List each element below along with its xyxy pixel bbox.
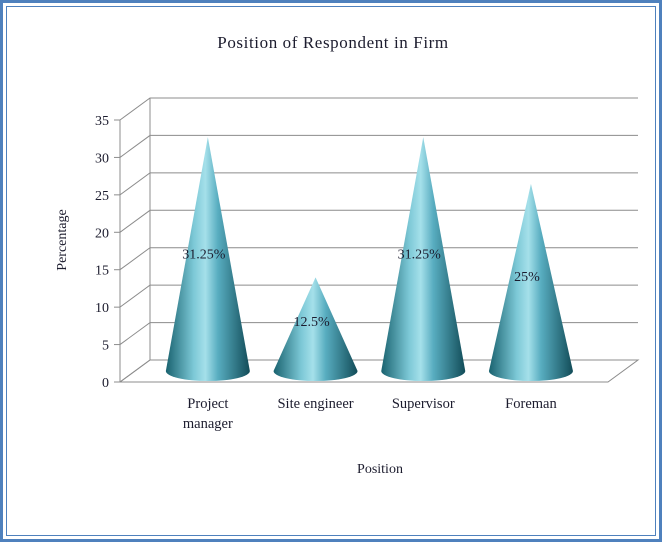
y-tick-label: 10 (95, 301, 109, 316)
y-tick-label: 20 (95, 226, 109, 241)
category-label: Site engineer (277, 396, 353, 412)
category-label-line: Project (187, 396, 228, 412)
y-tick-label: 25 (95, 189, 109, 204)
data-label: 25% (514, 270, 540, 285)
category-label-line: Site engineer (277, 396, 353, 412)
y-tick-label: 30 (95, 151, 109, 166)
category-label: Foreman (505, 396, 557, 412)
y-tick-label: 5 (102, 339, 109, 354)
category-label: Supervisor (392, 396, 455, 412)
plot-area: 0 5 10 15 20 25 30 35 31.25% Project manager 12.5% S… (95, 97, 640, 432)
cone-series-point (488, 183, 573, 382)
cone-series-point (165, 137, 250, 382)
x-axis-title: Position (357, 462, 403, 477)
category-label-line: manager (183, 416, 233, 432)
data-label: 12.5% (293, 315, 330, 330)
y-tick-label: 35 (95, 114, 109, 129)
data-label: 31.25% (398, 248, 442, 263)
category-label-line: Supervisor (392, 396, 455, 412)
category-label: Project manager (183, 396, 233, 432)
y-tick-label: 0 (102, 376, 109, 391)
chart-title: Position of Respondent in Firm (217, 33, 448, 52)
gridline (119, 97, 638, 121)
cone-series-point (273, 277, 358, 382)
category-label-line: Foreman (505, 396, 557, 412)
y-axis-title: Percentage (55, 209, 70, 270)
cone-series-point (381, 137, 466, 382)
y-tick-label: 15 (95, 264, 109, 279)
gridline (119, 172, 638, 196)
gridline (119, 134, 638, 158)
data-label: 31.25% (182, 248, 226, 263)
